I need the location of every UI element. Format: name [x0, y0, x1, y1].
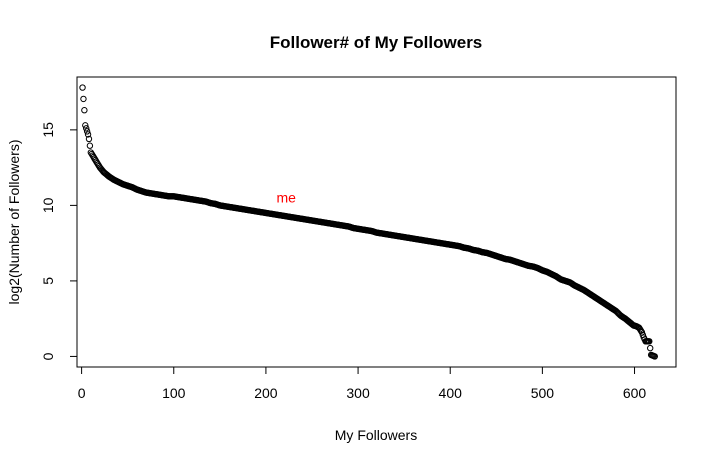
- y-tick-label: 0: [40, 352, 56, 360]
- data-point: [81, 107, 88, 114]
- x-tick-label: 600: [623, 385, 647, 401]
- data-point: [83, 128, 91, 135]
- y-tick-label: 5: [40, 277, 56, 285]
- data-point: [82, 122, 89, 129]
- data-point: [651, 353, 659, 360]
- data-point: [83, 125, 90, 132]
- plot-frame: [76, 76, 677, 368]
- x-axis: 0 100 200 300 400 500 600: [78, 366, 647, 401]
- data-point: [84, 131, 92, 138]
- x-tick-label: 400: [439, 385, 463, 401]
- me-annotation: me: [276, 189, 296, 205]
- data-point: [646, 338, 653, 345]
- y-tick-label: 10: [40, 197, 56, 213]
- chart-title: Follower# of My Followers: [270, 33, 483, 52]
- x-tick-label: 100: [162, 385, 186, 401]
- x-tick-label: 0: [78, 385, 86, 401]
- x-tick-label: 300: [346, 385, 370, 401]
- x-axis-label: My Followers: [335, 427, 417, 443]
- data-point: [646, 344, 654, 352]
- data-points: [79, 84, 659, 360]
- data-point: [79, 84, 86, 91]
- y-axis-label: log2(Number of Followers): [6, 140, 22, 305]
- data-point: [80, 95, 87, 103]
- y-axis: 0 5 10 15: [40, 122, 78, 360]
- y-tick-label: 15: [40, 122, 56, 138]
- x-tick-label: 500: [531, 385, 555, 401]
- x-tick-label: 200: [254, 385, 278, 401]
- data-point: [86, 142, 94, 149]
- data-point: [85, 135, 93, 143]
